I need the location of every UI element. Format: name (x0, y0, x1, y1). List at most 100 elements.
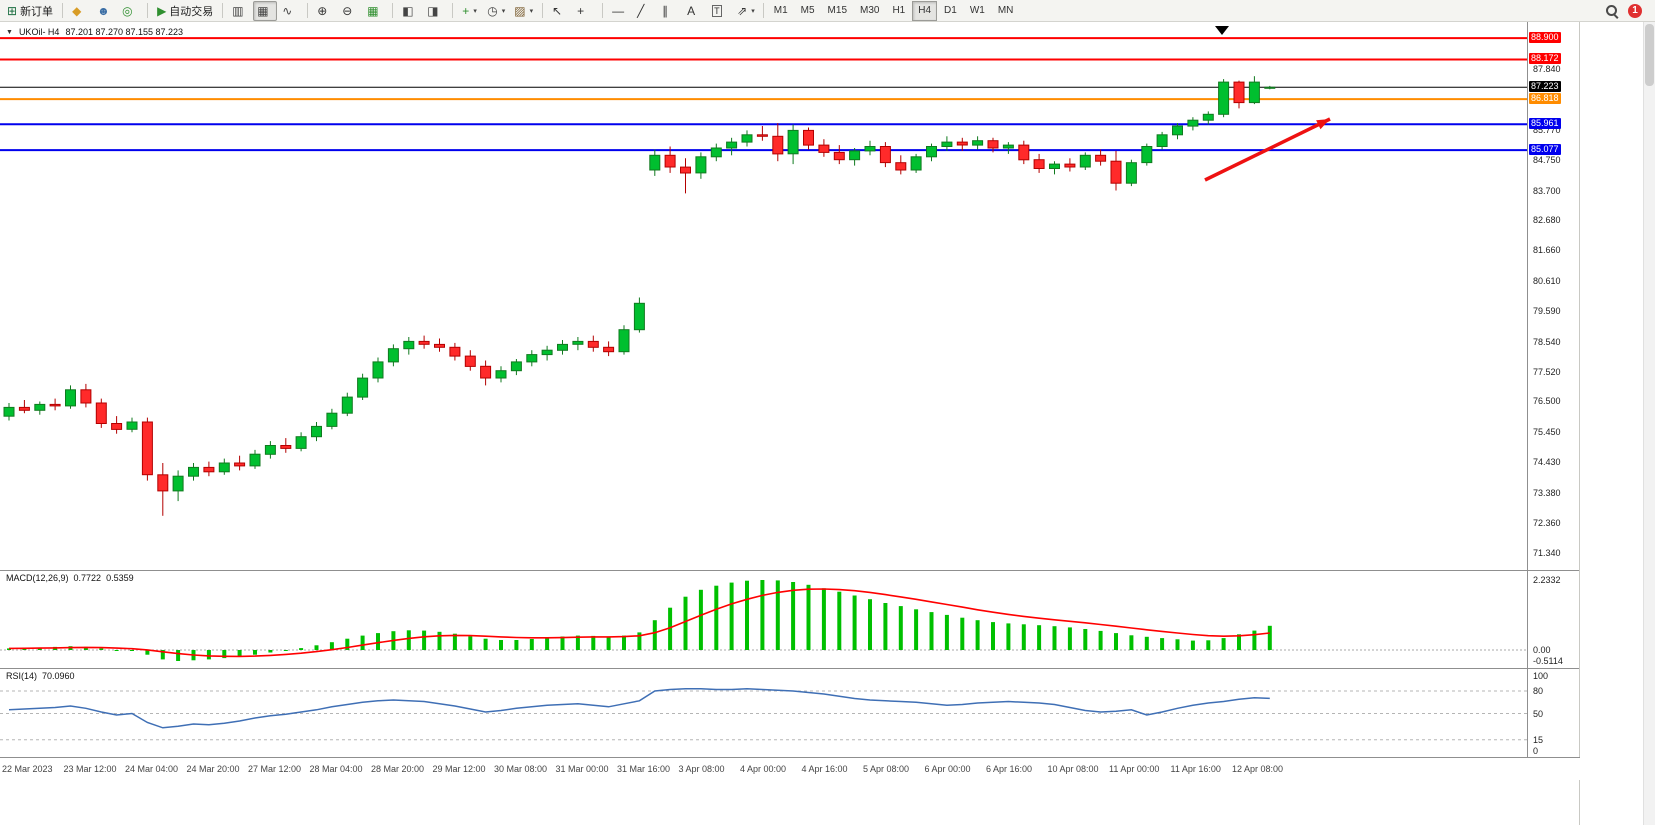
candle-body (1218, 81, 1230, 115)
candle-body (311, 425, 322, 438)
price-level-tag[interactable]: 88.900 (1529, 32, 1561, 44)
candle-body (557, 343, 568, 351)
toolbar-separator (542, 3, 544, 18)
candle-body (418, 340, 430, 345)
periods-button[interactable]: ◷ ▾ (483, 1, 509, 21)
macd-bar (683, 596, 688, 650)
macd-bar (837, 591, 842, 650)
macd-bar (130, 650, 134, 651)
zoom-in-button[interactable]: ⊕ (313, 1, 337, 21)
macd-bar (145, 650, 150, 655)
price-axis-border (1527, 22, 1528, 780)
candle-body (203, 466, 215, 473)
cascade-windows-button[interactable]: ◨ (423, 1, 447, 21)
macd-bar (652, 620, 657, 650)
time-label: 31 Mar 16:00 (617, 764, 671, 774)
bar-chart-icon: ▥ (232, 3, 244, 18)
price-level-tag[interactable]: 87.223 (1529, 81, 1561, 93)
candlestick-icon: ▦ (257, 3, 269, 18)
panel-separator[interactable] (0, 668, 1580, 669)
price-level-tag[interactable]: 88.172 (1529, 53, 1561, 65)
candle-body (188, 466, 199, 477)
crosshair-button[interactable]: + (573, 1, 597, 21)
indicator-scale-label: 50 (1533, 708, 1544, 719)
trend-arrow-annotation[interactable] (1204, 117, 1331, 182)
trendline-button[interactable]: ╱ (633, 1, 657, 21)
macd-bar (914, 609, 919, 650)
timeframe-h4[interactable]: H4 (912, 0, 938, 21)
arrow-tools-button[interactable]: ⇗ ▾ (733, 1, 759, 21)
vertical-scrollbar[interactable] (1643, 22, 1655, 825)
price-level-tag[interactable]: 85.077 (1529, 144, 1561, 156)
price-level-tag[interactable]: 85.961 (1529, 118, 1561, 130)
indicator-scale-label: 15 (1533, 734, 1544, 745)
text-label-button[interactable]: T (708, 1, 732, 21)
candle-body (1095, 154, 1107, 162)
macd-name: MACD(12,26,9) (6, 573, 69, 583)
candle-body (249, 453, 261, 467)
auto-trading-button[interactable]: ▶ 自动交易 (153, 1, 217, 21)
search-icon[interactable] (1605, 4, 1619, 19)
macd-bar (991, 622, 995, 650)
macd-canvas[interactable] (0, 570, 1527, 668)
time-label: 28 Mar 20:00 (371, 764, 425, 774)
timeframe-toolbar: M1 M5 M15 M30 H1 H4 D1 W1 MN (768, 0, 1020, 21)
candlestick-chart-button[interactable]: ▦ (253, 0, 278, 21)
panel-separator[interactable] (0, 570, 1580, 571)
time-label: 3 Apr 08:00 (678, 764, 725, 774)
price-tick: 74.430 (1533, 457, 1561, 468)
community-button[interactable]: ◎ (118, 1, 142, 21)
grid-button[interactable]: ▦ (363, 1, 387, 21)
time-axis[interactable]: 22 Mar 2023 23 Mar 12:00 24 Mar 04:00 24 Ma… (0, 757, 1580, 780)
timeframe-m30[interactable]: M30 (860, 5, 880, 16)
macd-bar (1021, 624, 1026, 650)
candle-body (1156, 134, 1168, 148)
cursor-button[interactable]: ↖ (548, 1, 572, 21)
chart-shift-marker[interactable] (1215, 26, 1229, 35)
market-watch-button[interactable]: ◆ (68, 1, 92, 21)
macd-bar (975, 620, 980, 650)
timeframe-m15[interactable]: M15 (827, 5, 847, 16)
timeframe-w1[interactable]: W1 (969, 5, 985, 16)
scrollbar-thumb[interactable] (1645, 24, 1654, 86)
macd-bar (314, 645, 319, 650)
rsi-canvas[interactable] (0, 668, 1527, 757)
macd-label: MACD(12,26,9) 0.7722 0.5359 (6, 573, 134, 583)
text-button[interactable]: A (683, 1, 707, 21)
timeframe-m5[interactable]: M5 (800, 5, 815, 16)
zoom-out-button[interactable]: ⊖ (338, 1, 362, 21)
macd-bar (775, 580, 780, 650)
ohlc-toggle-icon[interactable]: ▼ (6, 28, 13, 36)
candle-body (972, 140, 984, 146)
timeframe-mn[interactable]: MN (997, 5, 1014, 16)
macd-bar (791, 582, 796, 650)
new-order-button[interactable]: ⊞ 新订单 (3, 1, 57, 21)
candle-body (218, 462, 230, 473)
notification-badge[interactable]: 1 (1628, 3, 1642, 18)
price-chart-canvas[interactable] (0, 22, 1527, 570)
line-chart-button[interactable]: ∿ (278, 1, 302, 21)
price-tick: 77.520 (1533, 366, 1561, 377)
horizontal-line-button[interactable]: — (608, 1, 632, 21)
macd-bar (1160, 638, 1165, 650)
candle-body (941, 141, 953, 147)
bar-chart-button[interactable]: ▥ (228, 1, 252, 21)
candle-body (3, 406, 15, 417)
dropdown-caret-icon: ▾ (473, 7, 477, 15)
macd-bar (1083, 629, 1088, 650)
price-axis[interactable]: 87.840 85.770 84.750 83.700 82.680 81.660 80.6… (1528, 22, 1579, 780)
macd-bar (529, 639, 534, 650)
level-lines[interactable] (0, 37, 1527, 152)
templates-button[interactable]: ▨ ▾ (510, 1, 537, 21)
timeframe-m1[interactable]: M1 (773, 5, 788, 16)
tile-windows-button[interactable]: ◧ (398, 1, 422, 21)
timeframe-h1[interactable]: H1 (892, 5, 906, 16)
time-label: 29 Mar 12:00 (432, 764, 486, 774)
navigator-button[interactable]: ☻ (93, 1, 117, 21)
timeframe-d1[interactable]: D1 (944, 5, 957, 16)
time-label: 11 Apr 16:00 (1170, 764, 1221, 774)
channel-button[interactable]: ∥ (658, 1, 682, 21)
price-level-tag[interactable]: 86.818 (1529, 93, 1561, 105)
indicators-button[interactable]: + ▾ (458, 1, 482, 21)
candle-body (1049, 163, 1060, 170)
